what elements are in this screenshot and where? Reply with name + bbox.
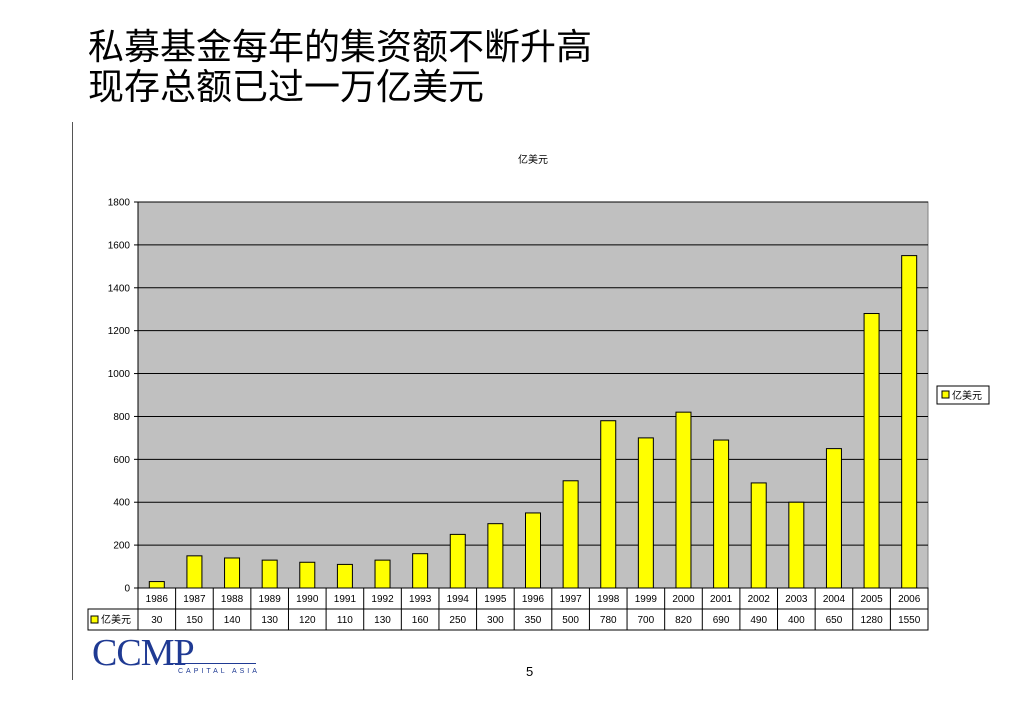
bar [637,437,654,589]
data-label: 130 [374,615,391,626]
category-label: 2002 [748,594,771,605]
data-label: 300 [487,615,504,626]
bar [825,448,842,589]
y-tick-label: 1800 [108,198,131,209]
bar [449,533,466,589]
bar [863,313,880,589]
y-tick-label: 1200 [108,326,131,337]
category-label: 1999 [635,594,658,605]
bar [412,553,429,589]
category-label: 1987 [183,594,206,605]
data-label: 500 [562,615,579,626]
data-label: 160 [412,615,429,626]
category-label: 1986 [146,594,169,605]
bar [750,482,767,589]
category-label: 1991 [334,594,357,605]
title-line-2: 现存总额已过一万亿美元 [88,67,485,108]
data-label: 350 [525,615,542,626]
y-tick-label: 1600 [108,240,131,251]
ccmp-logo: CCMP CAPITAL ASIA [92,632,262,680]
data-label: 150 [186,615,203,626]
y-tick-label: 1400 [108,283,131,294]
category-label: 1996 [522,594,545,605]
category-label: 1993 [409,594,432,605]
data-label: 110 [337,615,353,626]
bar [487,523,504,589]
bar [224,557,241,589]
left-divider [72,122,73,680]
bar [336,563,353,589]
bar [374,559,391,589]
legend-swatch [941,390,950,399]
data-label: 820 [675,615,692,626]
legend-label: 亿美元 [952,389,982,402]
category-label: 2001 [710,594,733,605]
category-label: 2000 [672,594,695,605]
category-label: 2005 [860,594,883,605]
y-tick-label: 800 [113,412,130,423]
bar [299,561,316,589]
data-label: 140 [224,615,241,626]
y-tick-label: 0 [124,584,130,595]
data-label: 30 [151,615,163,626]
data-label: 650 [826,615,843,626]
bar [186,555,203,589]
data-label: 1280 [860,615,883,626]
logo-subtitle: CAPITAL ASIA [178,668,260,675]
table-series-name: 亿美元 [101,613,131,626]
category-label: 1995 [484,594,507,605]
logo-underline [168,663,256,664]
category-label: 1989 [259,594,282,605]
page-number: 5 [526,664,534,679]
bar [713,439,730,589]
data-label: 700 [638,615,655,626]
data-label: 120 [299,615,316,626]
y-tick-label: 600 [113,455,130,466]
legend-box [936,385,990,405]
data-label: 490 [750,615,767,626]
bar [562,480,579,589]
bar [788,501,805,589]
category-label: 1992 [371,594,394,605]
bar [148,581,165,589]
logo-main-text: CCMP [92,632,195,674]
data-label: 400 [788,615,805,626]
bar [901,255,918,589]
category-label: 1997 [559,594,582,605]
bar [261,559,278,589]
category-label: 2006 [898,594,921,605]
chart-title: 亿美元 [518,153,548,166]
slide-title: 私募基金每年的集资额不断升高 现存总额已过一万亿美元 [88,28,592,108]
bar [675,411,692,589]
category-label: 2003 [785,594,808,605]
y-tick-label: 200 [113,541,130,552]
category-label: 2004 [823,594,846,605]
category-label: 1988 [221,594,244,605]
data-label: 1550 [898,615,921,626]
bar [600,420,617,589]
category-label: 1994 [447,594,470,605]
y-tick-label: 400 [113,498,130,509]
data-label: 130 [261,615,278,626]
bar [525,512,541,589]
data-label: 780 [600,615,617,626]
category-label: 1998 [597,594,620,605]
table-series-swatch [90,615,99,624]
data-label: 690 [713,615,730,626]
category-label: 1990 [296,594,319,605]
title-line-1: 私募基金每年的集资额不断升高 [88,27,593,68]
y-tick-label: 1000 [108,369,131,380]
data-label: 250 [449,615,466,626]
